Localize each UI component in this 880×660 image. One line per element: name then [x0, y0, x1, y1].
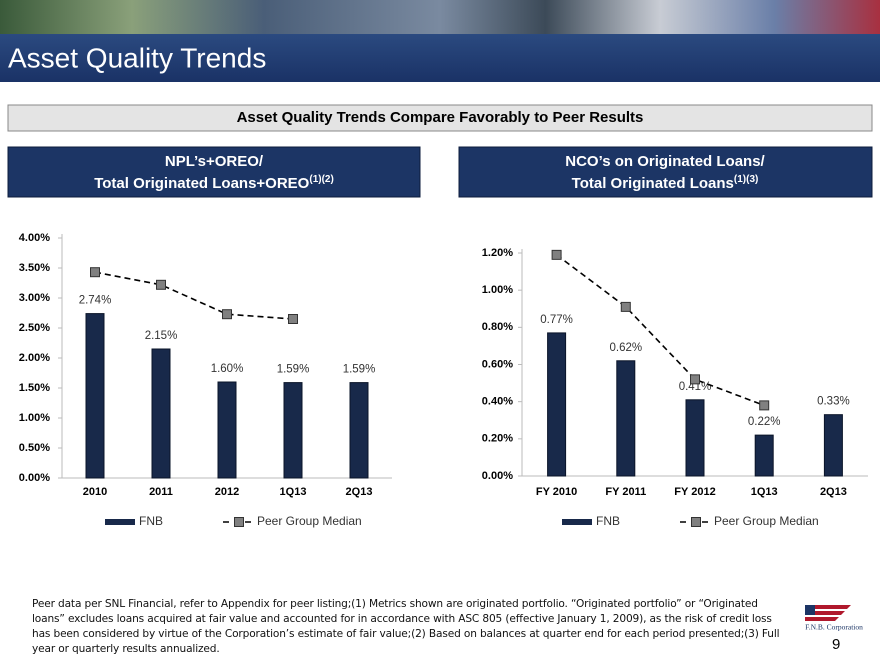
legend-marker — [691, 517, 701, 527]
series-marker — [551, 249, 562, 260]
x-tick-label: FY 2010 — [536, 486, 577, 498]
y-tick-label: 0.00% — [482, 470, 513, 482]
slide-title: Asset Quality Trends — [8, 42, 266, 73]
chart-title-line: Total Originated Loans — [572, 175, 734, 192]
y-tick-label: 0.60% — [482, 358, 513, 370]
series-line — [556, 254, 765, 407]
value-label: 0.77% — [540, 314, 573, 326]
x-tick-label: 1Q13 — [751, 486, 778, 498]
y-tick-label: 0.80% — [482, 321, 513, 333]
legend-swatch — [562, 519, 592, 525]
chart-title: Total Originated Loans(1)(3) — [572, 174, 759, 192]
value-label: 2.74% — [79, 295, 112, 307]
value-label: 1.60% — [211, 363, 244, 375]
chart-header-box — [458, 146, 873, 198]
bar — [283, 382, 303, 479]
chart-header-box — [7, 146, 421, 198]
x-tick-label: 2010 — [83, 486, 107, 498]
y-tick-label: 0.40% — [482, 396, 513, 408]
bar — [151, 348, 171, 479]
value-label: 1.59% — [277, 364, 310, 376]
bar — [823, 414, 843, 477]
y-tick-label: 1.00% — [482, 284, 513, 296]
series-marker — [759, 400, 770, 411]
chart-title-superscript: (1)(3) — [734, 174, 758, 185]
y-tick-label: 1.00% — [19, 412, 50, 424]
x-tick-label: 2Q13 — [346, 486, 373, 498]
y-tick-label: 2.50% — [19, 322, 50, 334]
banner-text: Asset Quality Trends Compare Favorably t… — [237, 109, 644, 126]
series-marker — [156, 279, 166, 290]
value-label: 0.33% — [817, 396, 850, 408]
bar — [85, 313, 105, 479]
value-label: 2.15% — [145, 330, 178, 342]
y-tick-label: 1.20% — [482, 247, 513, 259]
chart-title: NCO’s on Originated Loans/ — [565, 153, 765, 170]
legend-label: FNB — [596, 514, 620, 528]
x-tick-label: 2012 — [215, 486, 239, 498]
footnote: Peer data per SNL Financial, refer to Ap… — [32, 598, 780, 655]
legend-swatch — [105, 519, 135, 525]
logo-text: F.N.B. Corporation — [805, 623, 863, 632]
series-marker — [620, 301, 631, 312]
x-tick-label: 2011 — [149, 486, 173, 498]
value-label: 0.22% — [748, 416, 781, 428]
series-marker — [690, 374, 700, 385]
y-tick-label: 0.50% — [19, 442, 50, 454]
series-marker — [90, 267, 100, 278]
x-tick-label: FY 2012 — [674, 486, 715, 498]
logo — [805, 605, 851, 621]
page-number: 9 — [832, 636, 841, 653]
bar — [754, 434, 774, 477]
banner-box — [7, 104, 873, 132]
y-tick-label: 1.50% — [19, 382, 50, 394]
series-marker — [288, 314, 298, 324]
bar — [349, 382, 369, 479]
title-bar — [0, 34, 880, 82]
legend-marker — [234, 517, 244, 527]
photo-banner — [0, 0, 880, 34]
legend-label: Peer Group Median — [714, 514, 819, 528]
series-marker — [222, 309, 232, 320]
series-line — [94, 271, 294, 320]
y-tick-label: 4.00% — [19, 232, 50, 244]
bar — [547, 332, 567, 477]
chart-title-superscript: (1)(2) — [309, 174, 333, 185]
x-tick-label: FY 2011 — [605, 486, 646, 498]
bar — [616, 360, 636, 477]
y-tick-label: 0.00% — [19, 472, 50, 484]
x-tick-label: 1Q13 — [280, 486, 307, 498]
y-tick-label: 2.00% — [19, 352, 50, 364]
legend-label: FNB — [139, 514, 163, 528]
legend-label: Peer Group Median — [257, 514, 362, 528]
chart-title: Total Originated Loans+OREO(1)(2) — [94, 174, 334, 192]
chart-title-line: Total Originated Loans+OREO — [94, 175, 309, 192]
y-tick-label: 3.50% — [19, 262, 50, 274]
y-tick-label: 3.00% — [19, 292, 50, 304]
value-label: 1.59% — [343, 364, 376, 376]
value-label: 0.41% — [679, 381, 712, 393]
value-label: 0.62% — [609, 342, 642, 354]
chart-title: NPL’s+OREO/ — [165, 153, 264, 170]
bar — [685, 399, 705, 477]
x-tick-label: 2Q13 — [820, 486, 847, 498]
y-tick-label: 0.20% — [482, 433, 513, 445]
bar — [217, 381, 237, 479]
